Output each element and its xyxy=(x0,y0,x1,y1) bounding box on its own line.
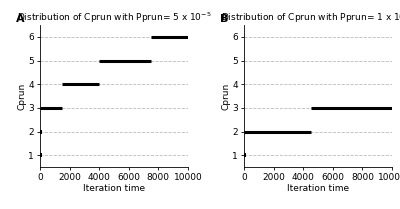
X-axis label: Iteration time: Iteration time xyxy=(287,184,349,193)
Y-axis label: Cprun: Cprun xyxy=(18,83,27,110)
Y-axis label: Cprun: Cprun xyxy=(222,83,231,110)
X-axis label: Iteration time: Iteration time xyxy=(83,184,145,193)
Title: Distribution of Cprun with Pprun= 1 x 10$^{-7}$: Distribution of Cprun with Pprun= 1 x 10… xyxy=(221,10,400,25)
Title: Distribution of Cprun with Pprun= 5 x 10$^{-5}$: Distribution of Cprun with Pprun= 5 x 10… xyxy=(17,10,211,25)
Text: A: A xyxy=(16,14,25,24)
Text: B: B xyxy=(220,14,229,24)
